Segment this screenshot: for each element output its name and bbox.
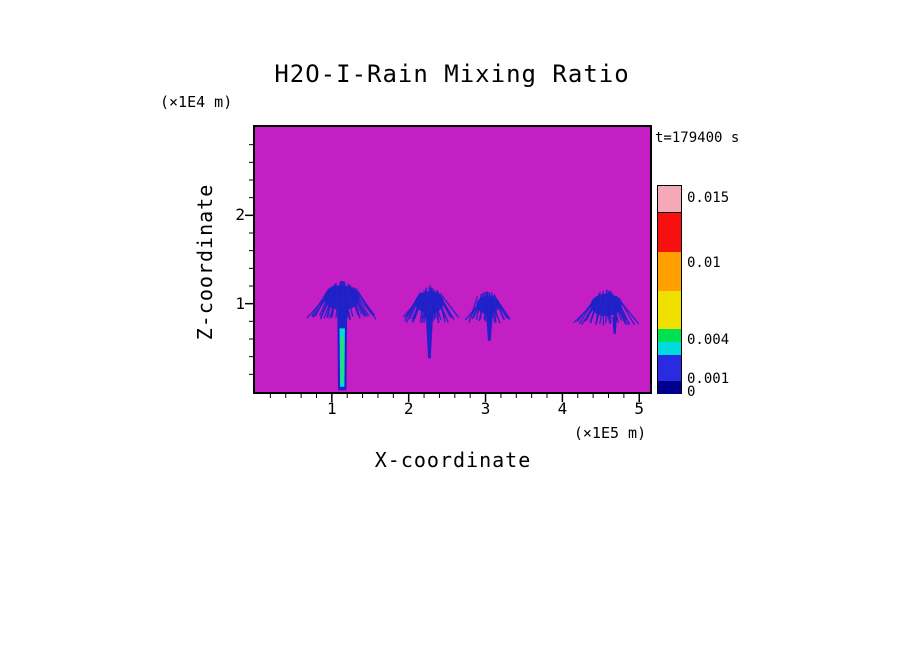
rain-plume — [573, 289, 640, 334]
rain-shaft — [425, 310, 434, 359]
colorbar-segment — [658, 341, 681, 356]
rain-shaft — [341, 337, 344, 384]
mixing-ratio-field — [306, 280, 640, 391]
x-tick-label: 1 — [327, 399, 337, 418]
colorbar-tick-label: 0.015 — [687, 189, 730, 206]
colorbar — [657, 185, 682, 394]
x-axis-title: X-coordinate — [374, 448, 532, 472]
colorbar-segment — [658, 289, 681, 330]
colorbar-segment — [658, 211, 681, 252]
y-tick-label: 1 — [235, 293, 245, 313]
plot-area — [253, 125, 652, 394]
colorbar-tick-label: 0.004 — [687, 332, 730, 349]
rain-shaft — [612, 316, 617, 334]
y-tick-label: 2 — [235, 205, 245, 225]
rain-plume — [402, 285, 460, 359]
colorbar-segment — [658, 250, 681, 291]
x-tick-label: 5 — [634, 399, 645, 418]
y-axis-units-label: (×1E4 m) — [160, 93, 233, 111]
colorbar-tick-label: 0.01 — [687, 254, 721, 271]
x-tick-label: 3 — [480, 399, 491, 418]
x-axis-units-label: (×1E5 m) — [573, 424, 647, 442]
rain-shaft — [485, 312, 493, 341]
x-tick-label: 2 — [403, 399, 414, 418]
colorbar-tick-label: 0 — [687, 384, 696, 400]
colorbar-segment — [658, 380, 681, 394]
x-tick-label: 4 — [557, 399, 568, 418]
y-axis-title: Z-coordinate — [193, 183, 217, 341]
rain-plume — [306, 280, 377, 391]
colorbar-tick-label: 0.001 — [687, 371, 730, 388]
colorbar-segment — [658, 328, 681, 343]
chart-title: H2O-I-Rain Mixing Ratio — [274, 60, 630, 88]
rain-plume — [464, 291, 511, 341]
time-annotation: t=179400 s — [655, 130, 740, 146]
colorbar-segment — [658, 354, 681, 382]
colorbar-segment — [658, 186, 681, 212]
